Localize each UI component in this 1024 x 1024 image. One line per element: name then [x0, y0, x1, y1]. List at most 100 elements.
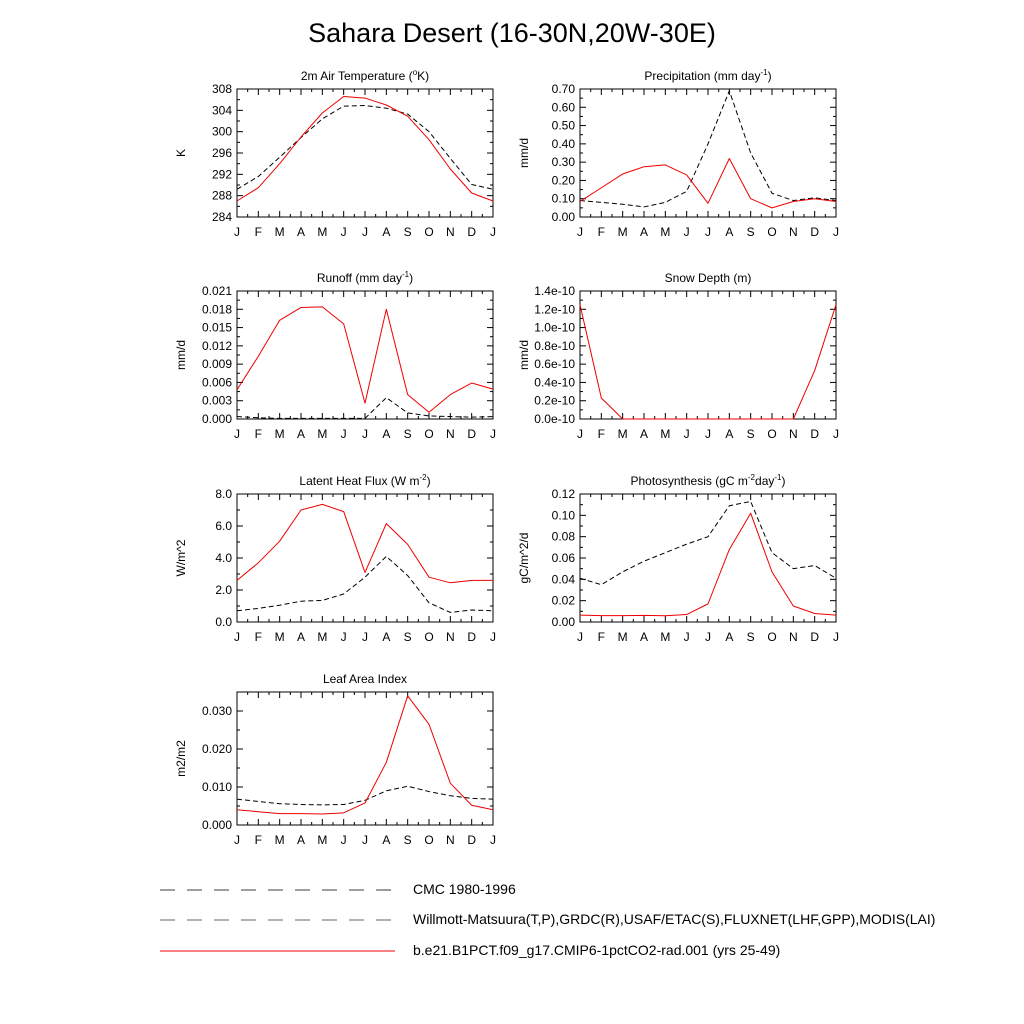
- y-axis-label: W/m^2: [174, 539, 188, 576]
- series-line-observed: [579, 500, 837, 586]
- y-tick-label: 288: [212, 189, 232, 203]
- y-tick-label: 284: [212, 210, 232, 224]
- y-tick-label: 0.70: [552, 82, 576, 96]
- x-tick-label: O: [424, 833, 433, 847]
- x-tick-label: M: [618, 630, 628, 644]
- x-tick-label: J: [234, 225, 240, 239]
- x-tick-label: A: [725, 427, 733, 441]
- y-tick-label: 0.006: [202, 375, 232, 389]
- x-tick-label: J: [833, 225, 839, 239]
- x-tick-label: S: [404, 833, 412, 847]
- x-tick-label: M: [317, 225, 327, 239]
- panel-precipitation: J F M A M J J A S O N D J0.000.100.200.300.400.500.6…: [517, 68, 839, 239]
- panel-title: Leaf Area Index: [323, 672, 407, 686]
- y-tick-label: 0.8e-10: [534, 339, 575, 353]
- series-line-model: [236, 503, 493, 584]
- x-tick-label: J: [362, 225, 368, 239]
- x-tick-label: F: [255, 427, 262, 441]
- series-line-model: [236, 95, 494, 202]
- y-tick-label: 0.20: [552, 173, 576, 187]
- y-axis-label: K: [174, 149, 188, 157]
- y-tick-label: 0.021: [202, 284, 232, 298]
- y-tick-label: 0.0: [215, 615, 232, 629]
- plot-frame: [236, 290, 494, 420]
- x-tick-label: A: [297, 225, 305, 239]
- x-tick-label: F: [598, 225, 605, 239]
- y-tick-label: 0.50: [552, 119, 576, 133]
- y-tick-label: 8.0: [215, 487, 232, 501]
- plot-frame: [579, 88, 837, 218]
- x-tick-label: A: [382, 630, 390, 644]
- series-line-observed: [236, 785, 494, 806]
- x-tick-label: J: [234, 427, 240, 441]
- x-tick-label: D: [810, 630, 819, 644]
- panel-runoff: J F M A M J J A S O N D J0.0000.0030.0060.0090.0120.…: [174, 270, 496, 441]
- x-tick-label: A: [640, 427, 648, 441]
- x-tick-label: M: [317, 630, 327, 644]
- x-tick-label: S: [747, 427, 755, 441]
- y-tick-label: 0.000: [202, 412, 232, 426]
- y-tick-label: 0.020: [202, 742, 232, 756]
- y-axis-label: mm/d: [517, 340, 531, 370]
- y-tick-label: 0.10: [552, 192, 576, 206]
- x-tick-label: J: [234, 630, 240, 644]
- panel-title: Photosynthesis (gC m-2day-1): [631, 473, 786, 488]
- y-tick-label: 0.60: [552, 100, 576, 114]
- series-line-model: [579, 512, 837, 617]
- y-tick-label: 0.010: [202, 780, 232, 794]
- x-tick-label: N: [446, 225, 455, 239]
- x-tick-label: J: [577, 630, 583, 644]
- y-tick-label: 296: [212, 146, 232, 160]
- x-tick-label: J: [362, 427, 368, 441]
- series-line-observed: [236, 105, 494, 190]
- x-tick-label: F: [255, 630, 262, 644]
- y-axis-label: m2/m2: [174, 740, 188, 777]
- panel-title: Runoff (mm day-1): [317, 270, 413, 285]
- x-tick-label: J: [490, 427, 496, 441]
- series-line-model: [579, 157, 837, 209]
- x-tick-label: N: [789, 630, 798, 644]
- x-tick-label: D: [810, 225, 819, 239]
- y-tick-label: 0.0e-10: [534, 412, 575, 426]
- x-tick-label: J: [577, 225, 583, 239]
- y-tick-label: 0.018: [202, 302, 232, 316]
- x-tick-label: A: [725, 225, 733, 239]
- legend-line-cmc: [160, 889, 395, 891]
- x-tick-label: J: [234, 833, 240, 847]
- y-axis-label: mm/d: [517, 138, 531, 168]
- x-tick-label: J: [833, 630, 839, 644]
- y-tick-label: 0.04: [552, 572, 576, 586]
- y-tick-label: 0.08: [552, 530, 576, 544]
- x-tick-label: A: [640, 225, 648, 239]
- y-tick-label: 4.0: [215, 551, 232, 565]
- x-tick-label: O: [424, 225, 433, 239]
- y-tick-label: 6.0: [215, 519, 232, 533]
- x-tick-label: O: [424, 427, 433, 441]
- y-tick-label: 1.4e-10: [534, 284, 575, 298]
- figure-title: Sahara Desert (16-30N,20W-30E): [308, 18, 716, 48]
- x-tick-label: F: [598, 630, 605, 644]
- x-tick-label: D: [467, 630, 476, 644]
- x-tick-label: A: [382, 833, 390, 847]
- y-tick-label: 0.02: [552, 594, 576, 608]
- x-tick-label: S: [747, 225, 755, 239]
- x-tick-label: N: [446, 427, 455, 441]
- panel-title: Snow Depth (m): [665, 271, 752, 285]
- x-tick-label: J: [341, 833, 347, 847]
- x-tick-label: F: [255, 833, 262, 847]
- x-tick-label: M: [660, 427, 670, 441]
- x-tick-label: O: [767, 225, 776, 239]
- y-tick-label: 0.000: [202, 818, 232, 832]
- x-tick-label: N: [789, 225, 798, 239]
- y-tick-label: 292: [212, 167, 232, 181]
- x-tick-label: J: [705, 630, 711, 644]
- x-tick-label: N: [446, 630, 455, 644]
- y-tick-label: 0.10: [552, 508, 576, 522]
- x-tick-label: S: [404, 225, 412, 239]
- x-tick-label: J: [341, 225, 347, 239]
- x-tick-label: N: [789, 427, 798, 441]
- x-tick-label: M: [317, 427, 327, 441]
- series-line-model: [579, 304, 837, 420]
